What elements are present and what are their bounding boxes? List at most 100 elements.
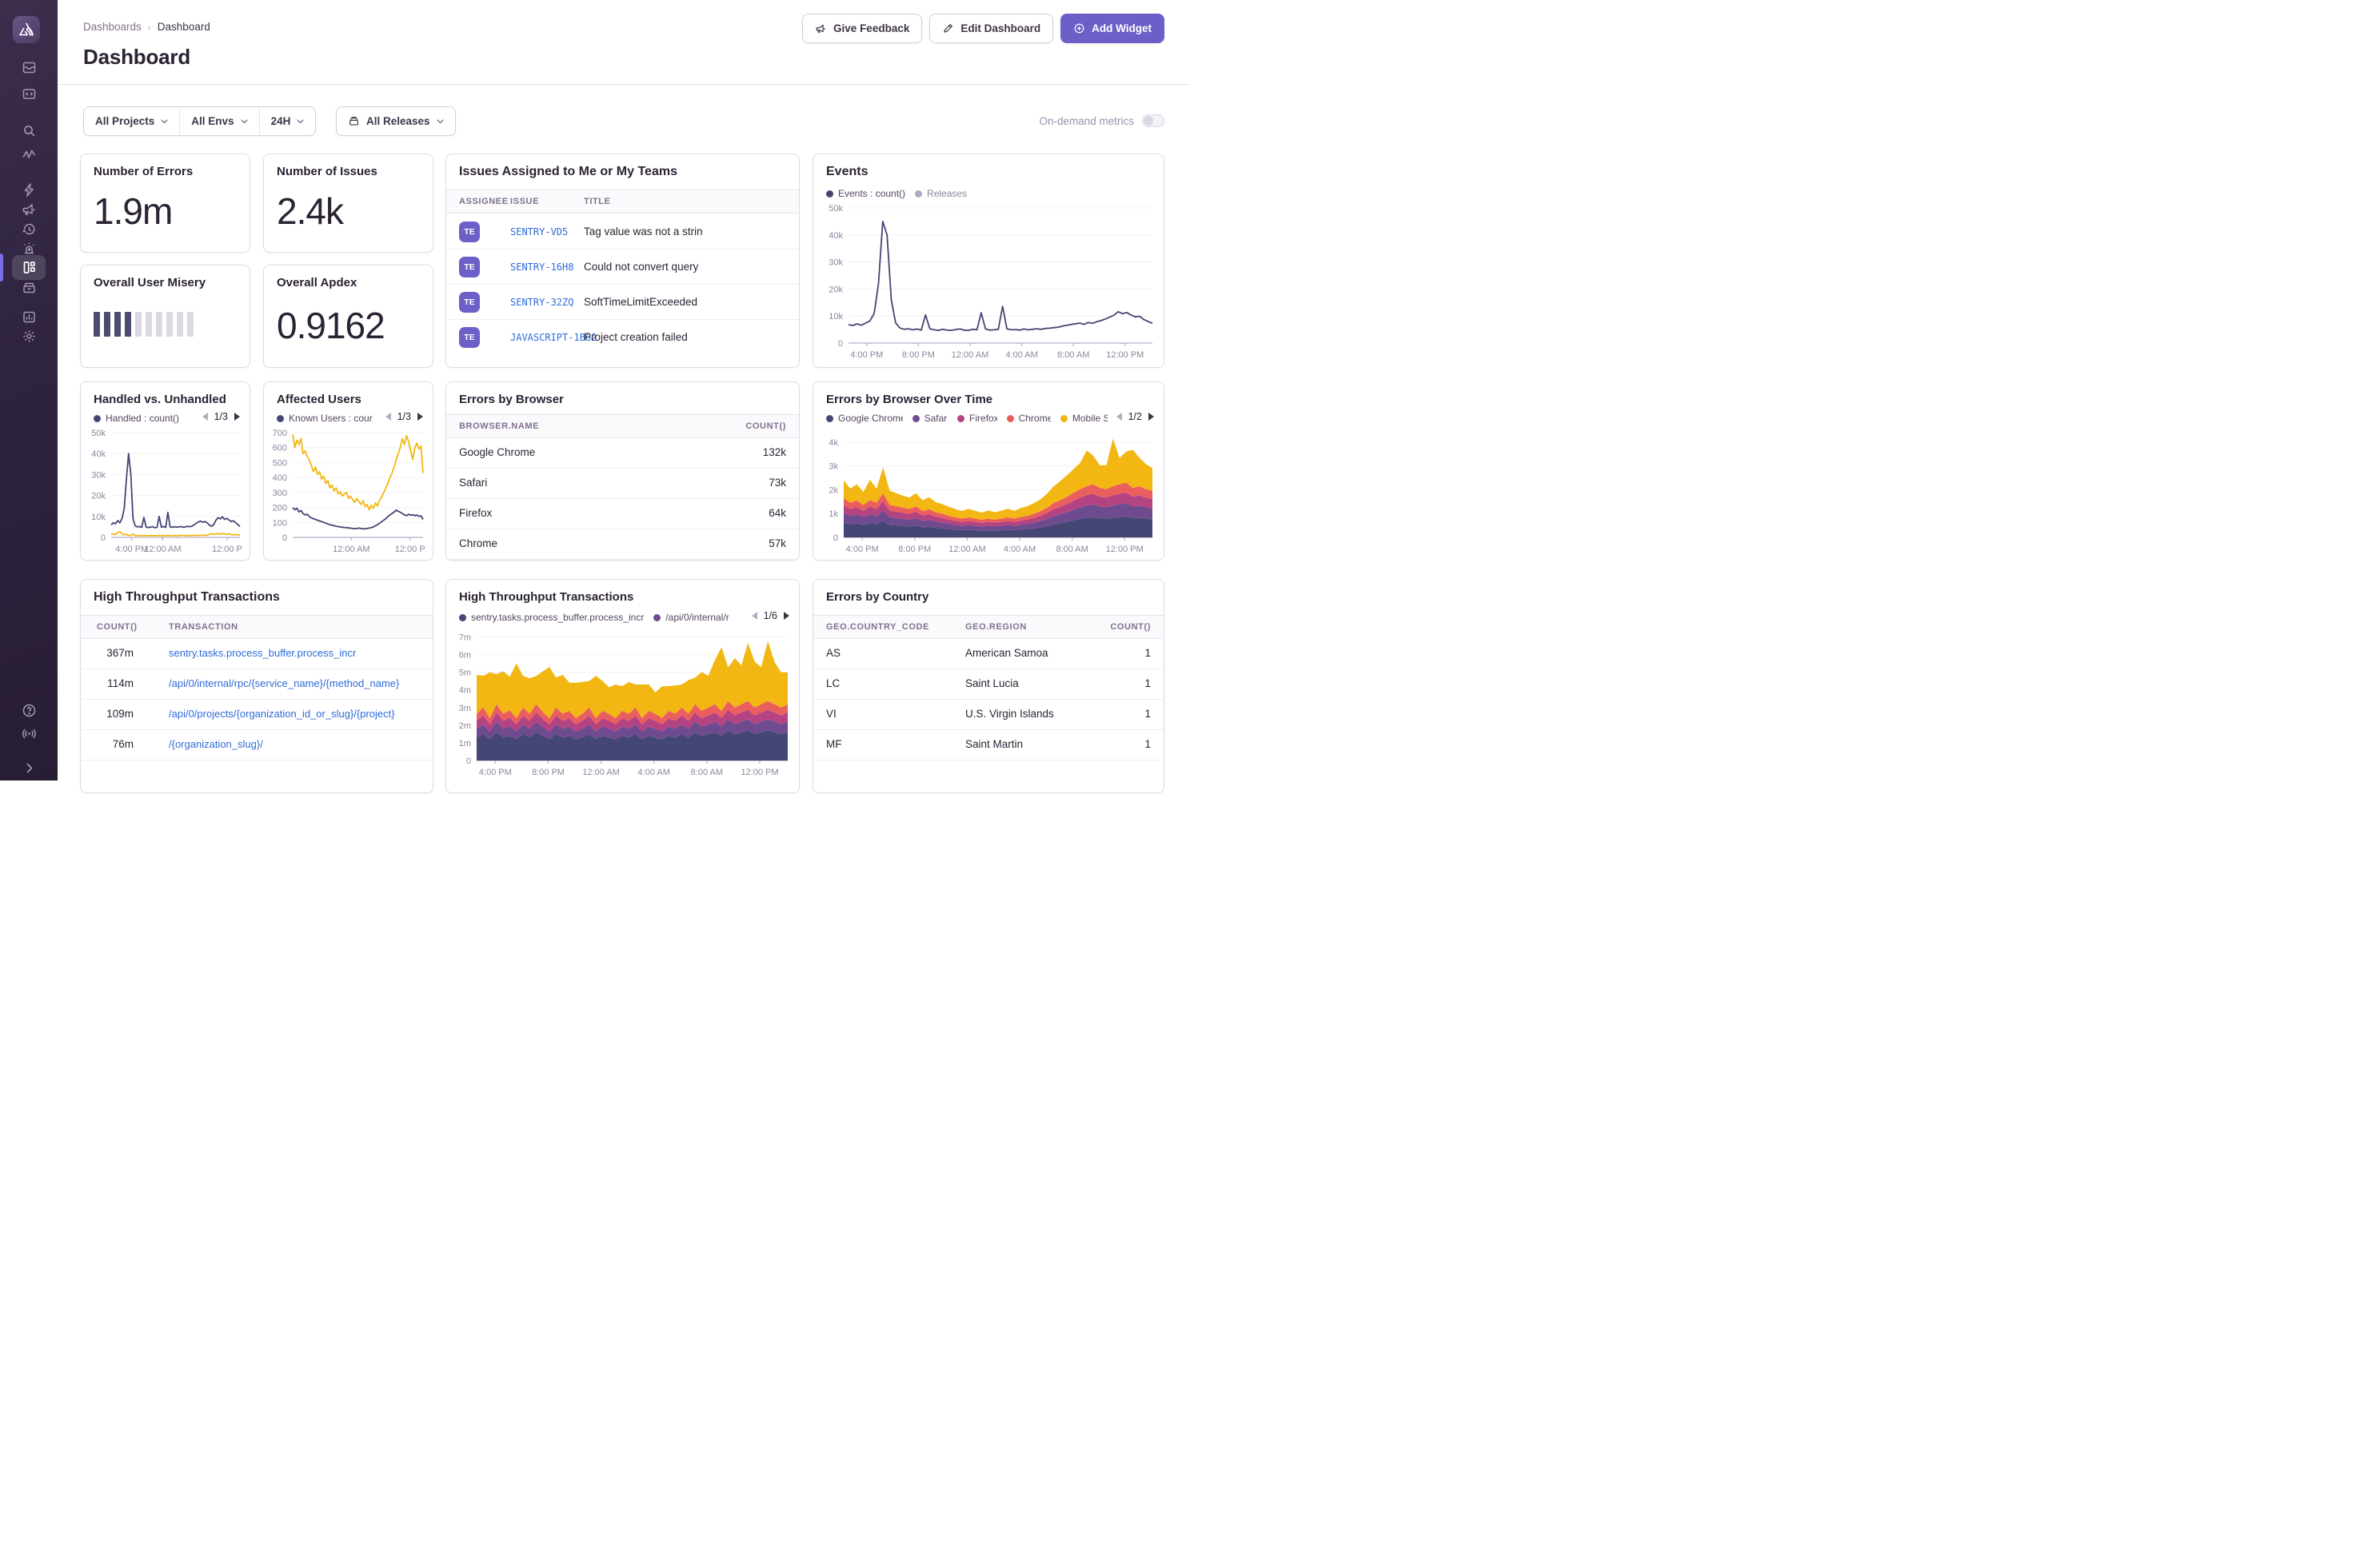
page-right-icon[interactable] — [783, 611, 791, 621]
chevron-down-icon — [161, 118, 168, 124]
help-button[interactable] — [21, 702, 38, 719]
sentry-logo-icon — [18, 22, 34, 36]
issue-link[interactable]: SENTRY-VD5 — [510, 226, 569, 238]
svg-text:10k: 10k — [91, 513, 106, 522]
widget-errors-by-browser: Errors by Browser BROWSER.NAME COUNT() G… — [445, 381, 800, 561]
time-range-dropdown[interactable]: 24H — [258, 107, 316, 135]
edit-dashboard-button[interactable]: Edit Dashboard — [929, 14, 1054, 43]
give-feedback-button[interactable]: Give Feedback — [802, 14, 923, 43]
on-demand-metrics-toggle[interactable] — [1142, 114, 1164, 127]
column-count: COUNT() — [1110, 622, 1151, 632]
sidebar-item-projects[interactable] — [21, 86, 38, 102]
transaction-count: 367m — [106, 647, 134, 659]
handled-vs-unhandled-chart: 0 10k 20k 30k 40k 50k 4:00 PM 12:00 AM 12:00 P — [84, 429, 245, 555]
sidebar-item-performance[interactable] — [21, 182, 38, 198]
avatar: TE — [459, 257, 480, 277]
legend-dot — [459, 613, 466, 621]
svg-text:500: 500 — [273, 458, 287, 468]
high-throughput-chart: 0 1m 2m 3m 4m 5m 6m 7m 4:00 PM 8:00 PM 12:00 AM 4:0… — [453, 629, 793, 778]
sidebar-item-issues[interactable] — [21, 59, 38, 76]
issue-title: Tag value was not a strin — [584, 226, 703, 238]
issue-link[interactable]: SENTRY-16H8 — [510, 261, 574, 273]
legend-dot — [912, 414, 920, 422]
legend-label: Known Users : cour — [289, 413, 373, 424]
sidebar-item-feedback[interactable] — [21, 201, 38, 218]
svg-text:12:00 PM: 12:00 PM — [1106, 545, 1144, 554]
widget-title: Overall Apdex — [277, 276, 357, 289]
transaction-link[interactable]: /api/0/projects/{organization_id_or_slug… — [169, 708, 395, 720]
svg-text:3m: 3m — [459, 704, 471, 713]
svg-text:7m: 7m — [459, 633, 471, 642]
legend-item-mobile-safari[interactable]: Mobile S — [1060, 413, 1108, 424]
column-count: COUNT() — [97, 622, 138, 632]
page-right-icon[interactable] — [234, 412, 242, 421]
column-transaction: TRANSACTION — [169, 622, 238, 632]
svg-text:8:00 AM: 8:00 AM — [1056, 545, 1088, 554]
svg-text:8:00 PM: 8:00 PM — [902, 350, 935, 360]
add-widget-label: Add Widget — [1092, 22, 1152, 34]
table-header: BROWSER.NAME COUNT() — [446, 414, 799, 438]
table-row: Mobile Safari 33k — [446, 560, 799, 561]
issue-link[interactable]: JAVASCRIPT-1BG2 — [510, 332, 597, 343]
widget-title: High Throughput Transactions — [459, 590, 634, 604]
sidebar-item-settings[interactable] — [21, 328, 38, 345]
legend-item-releases[interactable]: Releases — [915, 188, 967, 199]
page-left-icon[interactable] — [750, 611, 758, 621]
environment-filter-dropdown[interactable]: All Envs — [179, 107, 258, 135]
page-left-icon[interactable] — [1115, 412, 1123, 421]
country-region: U.S. Virgin Islands — [965, 708, 1054, 720]
transaction-link[interactable]: sentry.tasks.process_buffer.process_incr — [169, 647, 357, 659]
svg-text:12:00 AM: 12:00 AM — [144, 545, 181, 554]
page-left-icon[interactable] — [201, 412, 209, 421]
legend-item-google-chrome[interactable]: Google Chrome — [826, 413, 903, 424]
help-icon — [22, 704, 35, 717]
legend-item-api-internal[interactable]: /api/0/internal/r — [653, 612, 729, 623]
issues-icon — [22, 62, 35, 73]
svg-text:400: 400 — [273, 473, 287, 483]
legend-item-handled[interactable]: Handled : count() — [94, 413, 179, 424]
browser-name: Safari — [459, 477, 488, 489]
svg-text:40k: 40k — [829, 231, 843, 241]
svg-text:12:00 PM: 12:00 PM — [1106, 350, 1144, 360]
transaction-link[interactable]: /{organization_slug}/ — [169, 738, 263, 750]
transaction-link[interactable]: /api/0/internal/rpc/{service_name}/{meth… — [169, 677, 400, 689]
events-chart: 0 10k 20k 30k 40k 50k 4:00 PM 8:00 PM 12:00 AM 4:… — [820, 204, 1157, 361]
legend-item-safari[interactable]: Safari — [912, 413, 948, 424]
sidebar-item-metrics[interactable] — [21, 146, 38, 162]
sidebar-item-search[interactable] — [21, 122, 38, 139]
legend-label: Chrome — [1018, 413, 1051, 424]
country-count: 1 — [1144, 738, 1151, 750]
collapse-sidebar-button[interactable] — [21, 760, 38, 777]
page-right-icon[interactable] — [1148, 412, 1156, 421]
page-right-icon[interactable] — [417, 412, 425, 421]
release-filter-dropdown[interactable]: All Releases — [337, 107, 455, 135]
widget-title: Overall User Misery — [94, 276, 206, 289]
widget-errors-by-browser-over-time: Errors by Browser Over Time Google Chrom… — [813, 381, 1164, 561]
browser-name: Google Chrome — [459, 446, 536, 458]
legend-item-chrome[interactable]: Chrome — [1006, 413, 1051, 424]
sidebar-item-releases[interactable] — [21, 279, 38, 296]
legend-label: Mobile S — [1072, 413, 1108, 424]
breadcrumb-dashboards[interactable]: Dashboards — [83, 21, 142, 33]
sidebar-item-alerts[interactable] — [21, 240, 38, 257]
project-filter-dropdown[interactable]: All Projects — [84, 107, 179, 135]
page-left-icon[interactable] — [384, 412, 392, 421]
sidebar-item-insights[interactable] — [21, 309, 38, 325]
widget-title: High Throughput Transactions — [94, 590, 280, 604]
avatar: TE — [459, 327, 480, 348]
legend-item-known-users[interactable]: Known Users : cour — [277, 413, 373, 424]
svg-text:12:00 AM: 12:00 AM — [582, 768, 619, 777]
legend-item-firefox[interactable]: Firefox — [957, 413, 997, 424]
megaphone-icon — [22, 203, 34, 215]
legend-item-process-incr[interactable]: sentry.tasks.process_buffer.process_incr — [459, 612, 644, 623]
megaphone-icon — [816, 24, 825, 33]
svg-text:12:00 P: 12:00 P — [395, 545, 425, 554]
whats-new-button[interactable] — [21, 725, 38, 742]
legend-item-events[interactable]: Events : count() — [826, 188, 905, 199]
sidebar-item-dashboards[interactable] — [21, 259, 38, 276]
sentry-logo[interactable] — [13, 16, 40, 43]
issue-link[interactable]: SENTRY-32ZQ — [510, 297, 574, 308]
sidebar-item-replays[interactable] — [21, 221, 38, 238]
table-row: 114m /api/0/internal/rpc/{service_name}/… — [81, 669, 433, 700]
add-widget-button[interactable]: Add Widget — [1060, 14, 1164, 43]
